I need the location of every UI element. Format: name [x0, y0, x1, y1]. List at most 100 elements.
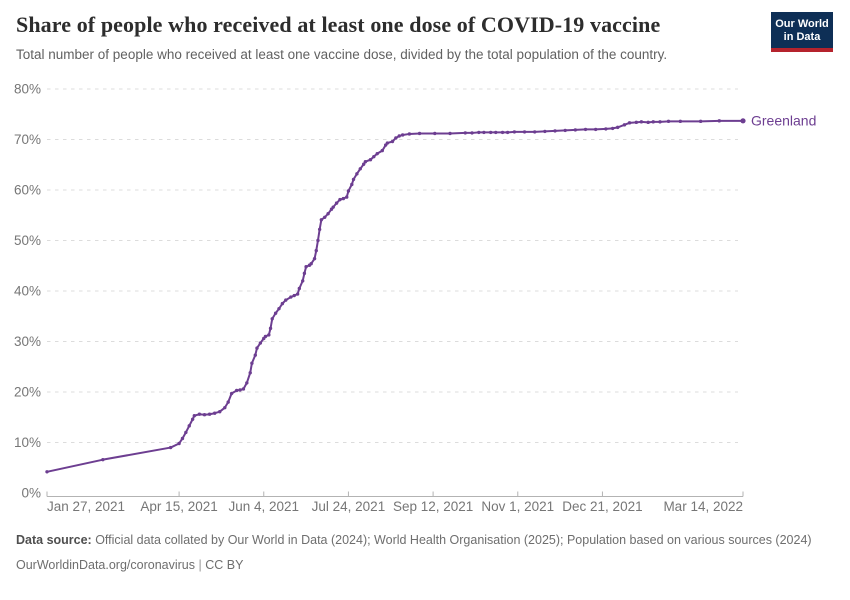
data-point-marker[interactable] — [184, 430, 188, 435]
data-point-marker[interactable] — [326, 212, 330, 216]
owid-logo[interactable]: Our World in Data — [771, 12, 833, 52]
data-point-marker[interactable] — [280, 301, 285, 306]
data-point-marker[interactable] — [277, 306, 281, 311]
data-point-marker[interactable] — [255, 346, 259, 350]
data-point-marker[interactable] — [358, 167, 362, 171]
data-point-marker[interactable] — [253, 353, 257, 357]
data-point-marker[interactable] — [394, 136, 398, 140]
data-point-marker[interactable] — [417, 131, 422, 136]
data-point-marker[interactable] — [234, 388, 239, 393]
data-point-marker[interactable] — [268, 326, 273, 331]
data-point-marker[interactable] — [45, 470, 49, 474]
data-point-marker[interactable] — [341, 196, 346, 201]
data-point-marker[interactable] — [250, 361, 254, 365]
data-point-marker[interactable] — [573, 128, 578, 132]
data-point-marker[interactable] — [338, 197, 342, 202]
data-point-marker[interactable] — [363, 160, 368, 164]
data-point-marker[interactable] — [610, 126, 615, 131]
data-point-marker[interactable] — [372, 154, 376, 159]
data-point-marker[interactable] — [263, 334, 268, 339]
data-point-marker[interactable] — [197, 412, 202, 416]
data-point-marker[interactable] — [639, 120, 644, 124]
data-point-marker[interactable] — [297, 286, 302, 291]
data-point-marker[interactable] — [319, 218, 324, 222]
data-point-marker[interactable] — [488, 130, 493, 135]
data-point-marker[interactable] — [238, 388, 242, 392]
data-point-marker[interactable] — [375, 151, 379, 156]
data-point-marker[interactable] — [505, 130, 510, 135]
data-point-marker[interactable] — [622, 123, 627, 127]
data-point-marker[interactable] — [168, 445, 173, 450]
data-point-marker[interactable] — [717, 119, 721, 123]
data-point-marker[interactable] — [187, 424, 191, 428]
data-point-marker[interactable] — [494, 130, 498, 135]
data-point-marker[interactable] — [226, 400, 230, 404]
data-point-marker[interactable] — [218, 409, 222, 414]
footer-link[interactable]: OurWorldinData.org/coronavirus — [16, 558, 196, 572]
data-point-marker[interactable] — [698, 119, 703, 124]
greenland-line[interactable] — [46, 119, 744, 473]
data-point-marker[interactable] — [355, 172, 359, 176]
data-point-marker[interactable] — [241, 387, 246, 391]
data-point-marker[interactable] — [604, 127, 608, 131]
data-point-marker[interactable] — [482, 130, 486, 135]
data-point-marker[interactable] — [270, 317, 274, 321]
data-point-marker[interactable] — [284, 298, 288, 302]
data-point-marker[interactable] — [304, 265, 308, 269]
data-point-marker[interactable] — [512, 130, 517, 134]
data-point-marker[interactable] — [390, 139, 395, 144]
data-point-marker[interactable] — [346, 189, 351, 193]
line-end-marker[interactable] — [740, 118, 746, 124]
data-point-marker[interactable] — [615, 125, 620, 130]
data-point-marker[interactable] — [368, 158, 373, 162]
data-point-marker[interactable] — [267, 333, 271, 337]
data-point-marker[interactable] — [651, 120, 655, 124]
data-point-marker[interactable] — [212, 411, 217, 415]
data-point-marker[interactable] — [312, 256, 317, 261]
data-point-marker[interactable] — [646, 120, 650, 125]
data-point-marker[interactable] — [477, 130, 481, 135]
data-point-marker[interactable] — [543, 129, 547, 134]
series-label[interactable]: Greenland — [751, 112, 816, 128]
data-point-marker[interactable] — [314, 248, 318, 253]
data-point-marker[interactable] — [350, 182, 354, 187]
data-point-marker[interactable] — [295, 292, 300, 296]
data-point-marker[interactable] — [309, 262, 313, 266]
data-point-marker[interactable] — [101, 457, 105, 462]
data-point-marker[interactable] — [678, 119, 683, 124]
data-point-marker[interactable] — [583, 127, 588, 132]
data-point-marker[interactable] — [397, 134, 401, 138]
data-point-marker[interactable] — [361, 162, 366, 166]
data-point-marker[interactable] — [334, 201, 339, 205]
data-point-marker[interactable] — [302, 271, 307, 276]
data-point-marker[interactable] — [634, 120, 639, 125]
data-point-marker[interactable] — [380, 148, 384, 153]
data-point-marker[interactable] — [301, 279, 305, 283]
data-point-marker[interactable] — [400, 133, 405, 137]
data-point-marker[interactable] — [470, 131, 474, 135]
data-point-marker[interactable] — [289, 295, 293, 299]
data-point-marker[interactable] — [463, 131, 467, 135]
data-point-marker[interactable] — [627, 121, 632, 125]
data-point-marker[interactable] — [316, 238, 320, 243]
data-point-marker[interactable] — [177, 441, 181, 446]
data-point-marker[interactable] — [192, 414, 197, 418]
data-point-marker[interactable] — [180, 436, 185, 441]
data-point-marker[interactable] — [202, 413, 207, 417]
data-point-marker[interactable] — [190, 417, 195, 421]
data-point-marker[interactable] — [500, 130, 505, 135]
data-point-marker[interactable] — [522, 130, 527, 134]
data-point-marker[interactable] — [223, 405, 227, 410]
data-point-marker[interactable] — [292, 293, 296, 298]
data-point-marker[interactable] — [248, 371, 252, 375]
data-point-marker[interactable] — [323, 215, 327, 219]
data-point-marker[interactable] — [448, 131, 452, 136]
data-point-marker[interactable] — [533, 130, 537, 134]
data-point-marker[interactable] — [273, 311, 278, 315]
data-point-marker[interactable] — [593, 127, 598, 132]
data-point-marker[interactable] — [317, 227, 322, 232]
data-point-marker[interactable] — [207, 412, 212, 416]
data-point-marker[interactable] — [433, 131, 437, 136]
data-point-marker[interactable] — [351, 177, 356, 182]
vaccine-line-chart[interactable]: 0% 10% 20% 30% 40% 50% 60% 70% 80% Jan 27, 2021 Ap… — [0, 80, 850, 530]
